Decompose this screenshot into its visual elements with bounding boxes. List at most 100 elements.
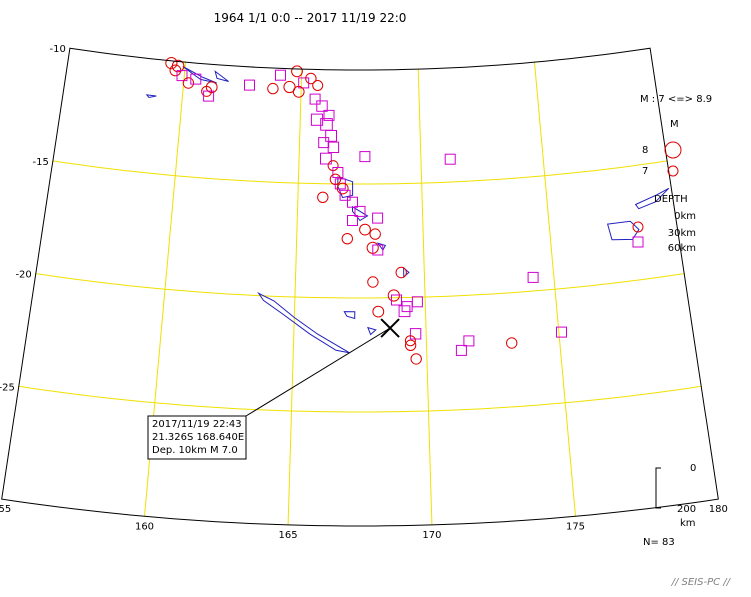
earthquake-markers	[165, 57, 567, 365]
event-marker-deep[interactable]	[527, 271, 539, 283]
depth-scale-top-label: 0	[690, 463, 696, 474]
legend-depth-label-0: 0km	[674, 211, 696, 222]
event-marker-deep[interactable]	[275, 69, 286, 81]
event-marker-shallow[interactable]	[305, 72, 317, 85]
event-marker-deep[interactable]	[391, 294, 402, 306]
longitude-tick-label: 165	[279, 530, 298, 541]
map-title: 1964 1/1 0:0 -- 2017 11/19 22:0	[214, 11, 407, 25]
latitude-gridline	[18, 385, 702, 413]
event-marker-deep[interactable]	[354, 205, 366, 217]
event-marker-shallow[interactable]	[369, 228, 381, 240]
coastline	[214, 70, 229, 82]
map-frame	[1, 47, 719, 527]
event-marker-deep[interactable]	[401, 301, 413, 313]
event-marker-deep[interactable]	[339, 189, 351, 201]
event-marker-deep[interactable]	[309, 93, 321, 105]
legend-magnitude-symbol-8	[664, 141, 682, 159]
event-marker-shallow[interactable]	[165, 57, 178, 70]
event-marker-deep[interactable]	[455, 344, 467, 356]
event-marker-deep[interactable]	[463, 335, 475, 347]
callout-location: 21.326S 168.640E	[152, 432, 244, 443]
legend-depth-symbol-30	[632, 221, 644, 233]
legend-depth-symbol-60	[632, 236, 644, 248]
event-marker-deep[interactable]	[190, 73, 202, 85]
event-marker-deep[interactable]	[372, 244, 384, 256]
event-marker-shallow[interactable]	[367, 276, 379, 288]
event-marker-deep[interactable]	[176, 70, 188, 82]
coastlines	[145, 66, 670, 354]
event-marker-deep[interactable]	[316, 100, 328, 112]
legend-depth-title: DEPTH	[654, 194, 688, 205]
event-count: N= 83	[643, 537, 675, 548]
coastline	[352, 205, 369, 222]
event-marker-shallow[interactable]	[404, 335, 416, 347]
callout-datetime: 2017/11/19 22:43	[152, 419, 242, 430]
depth-scale-bottom-label: 200	[677, 504, 696, 515]
coastline	[145, 94, 157, 99]
event-marker-shallow[interactable]	[267, 82, 279, 95]
event-marker-shallow[interactable]	[506, 337, 518, 349]
event-marker-deep[interactable]	[409, 328, 422, 340]
legend-magnitude-label-7: 7	[642, 166, 648, 177]
event-marker-deep[interactable]	[327, 141, 340, 154]
event-marker-deep[interactable]	[332, 167, 344, 178]
depth-scale-bar	[655, 467, 661, 509]
event-marker-deep[interactable]	[359, 151, 371, 163]
selected-event-callout[interactable]: 2017/11/19 22:43 21.326S 168.640E Dep. 1…	[147, 415, 247, 460]
event-marker-deep[interactable]	[318, 137, 330, 149]
event-marker-shallow[interactable]	[336, 182, 349, 195]
event-marker-deep[interactable]	[203, 90, 215, 102]
event-marker-deep[interactable]	[372, 212, 384, 224]
legend-magnitude-label-8: 8	[642, 145, 648, 156]
latitude-gridline	[35, 273, 685, 299]
event-marker-shallow[interactable]	[283, 80, 296, 94]
event-marker-shallow[interactable]	[395, 266, 407, 279]
legend-magnitude-title: M	[670, 119, 679, 130]
event-marker-shallow[interactable]	[359, 223, 371, 236]
axis-tick-labels: -10-15-20-25-30155160165170175180	[0, 44, 728, 541]
selected-event-marker[interactable]	[245, 318, 400, 417]
graticule	[18, 62, 702, 525]
event-marker-deep[interactable]	[411, 296, 423, 308]
event-marker-deep[interactable]	[398, 305, 411, 318]
event-marker-deep[interactable]	[347, 196, 358, 208]
coastline	[606, 220, 640, 241]
coastline	[367, 326, 377, 336]
event-marker-shallow[interactable]	[292, 85, 305, 98]
event-marker-deep[interactable]	[310, 113, 324, 126]
event-marker-shallow[interactable]	[404, 339, 417, 351]
event-marker-deep[interactable]	[320, 152, 332, 165]
event-marker-deep[interactable]	[556, 326, 567, 338]
event-marker-deep[interactable]	[444, 153, 456, 165]
event-marker-deep[interactable]	[347, 215, 358, 226]
legend-depth-label-60: 60km	[668, 243, 696, 254]
event-marker-shallow[interactable]	[291, 65, 303, 78]
coastline	[376, 242, 387, 251]
credit-label: // SEIS-PC //	[671, 577, 732, 588]
event-marker-shallow[interactable]	[372, 305, 385, 318]
longitude-tick-label: 155	[0, 504, 11, 515]
event-marker-deep[interactable]	[244, 79, 255, 91]
longitude-tick-label: 180	[709, 504, 728, 515]
legend-depth-label-30: 30km	[668, 228, 696, 239]
coastline	[257, 291, 350, 354]
event-marker-deep[interactable]	[325, 130, 338, 142]
callout-leader-line	[245, 327, 391, 417]
event-marker-shallow[interactable]	[312, 80, 324, 91]
coastline	[337, 176, 354, 199]
cross-marker-stroke	[380, 318, 400, 338]
coastline	[634, 187, 670, 210]
event-marker-shallow[interactable]	[341, 233, 353, 245]
longitude-tick-label: 170	[422, 530, 441, 541]
event-marker-shallow[interactable]	[410, 353, 422, 365]
event-marker-shallow[interactable]	[182, 77, 195, 89]
coastline	[343, 311, 356, 320]
legend: M : 7 <=> 8.9 M 8 7 DEPTH 0km 30km 60km …	[632, 94, 712, 548]
depth-scale-unit-label: km	[680, 518, 696, 529]
event-marker-deep[interactable]	[323, 109, 335, 121]
event-marker-shallow[interactable]	[317, 191, 329, 204]
coastline	[182, 66, 217, 84]
longitude-tick-label: 175	[566, 521, 585, 532]
event-marker-shallow[interactable]	[171, 59, 185, 73]
